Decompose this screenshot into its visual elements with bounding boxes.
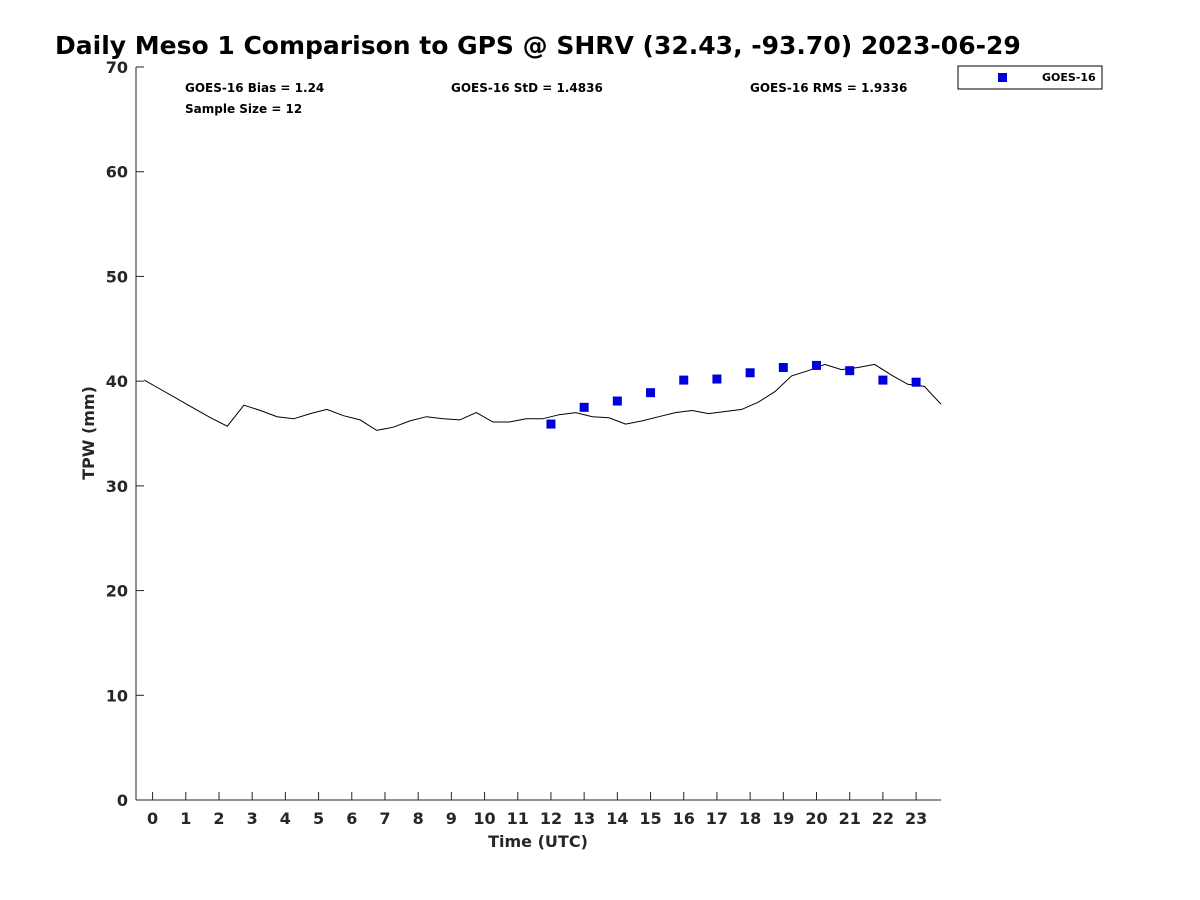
bias-annotation: GOES-16 Bias = 1.24 xyxy=(185,81,324,95)
x-tick-label: 18 xyxy=(739,809,761,828)
x-axis-ticks: 0 1 2 3 4 5 6 7 8 9 10 11 12 13 14 15 16 17 18 19 20 21 22 23 xyxy=(147,792,927,828)
x-tick-label: 13 xyxy=(573,809,595,828)
x-tick-label: 16 xyxy=(673,809,695,828)
y-axis-ticks: 0 10 20 30 40 50 60 70 xyxy=(106,58,144,810)
goes16-point xyxy=(745,368,755,378)
goes16-scatter-series xyxy=(546,360,921,429)
goes16-point xyxy=(579,402,589,412)
x-tick-label: 0 xyxy=(147,809,158,828)
y-tick-label: 20 xyxy=(106,582,128,601)
legend-label: GOES-16 xyxy=(1042,71,1096,84)
x-tick-label: 9 xyxy=(446,809,457,828)
x-tick-label: 7 xyxy=(379,809,390,828)
goes16-point xyxy=(845,366,855,376)
legend: GOES-16 xyxy=(957,65,1103,90)
chart-title: Daily Meso 1 Comparison to GPS @ SHRV (3… xyxy=(55,31,1021,60)
y-tick-label: 0 xyxy=(117,791,128,810)
goes16-point xyxy=(778,363,788,373)
x-tick-label: 20 xyxy=(805,809,827,828)
y-tick-label: 50 xyxy=(106,267,128,286)
y-tick-label: 10 xyxy=(106,686,128,705)
x-tick-label: 3 xyxy=(247,809,258,828)
goes16-point xyxy=(812,360,822,370)
x-tick-label: 4 xyxy=(280,809,291,828)
x-tick-label: 23 xyxy=(905,809,927,828)
x-tick-label: 6 xyxy=(346,809,357,828)
stats-annotations: GOES-16 Bias = 1.24 GOES-16 StD = 1.4836… xyxy=(185,81,907,116)
x-tick-label: 5 xyxy=(313,809,324,828)
goes16-point xyxy=(612,396,622,406)
x-tick-label: 19 xyxy=(772,809,794,828)
x-tick-label: 1 xyxy=(180,809,191,828)
y-tick-label: 70 xyxy=(106,58,128,77)
x-tick-label: 12 xyxy=(540,809,562,828)
y-tick-label: 60 xyxy=(106,163,128,182)
x-tick-label: 8 xyxy=(413,809,424,828)
goes16-point xyxy=(712,374,722,384)
x-axis-label: Time (UTC) xyxy=(488,832,588,851)
x-tick-label: 14 xyxy=(606,809,628,828)
x-tick-label: 10 xyxy=(473,809,495,828)
y-tick-label: 40 xyxy=(106,372,128,391)
goes16-point xyxy=(878,375,888,385)
std-annotation: GOES-16 StD = 1.4836 xyxy=(451,81,603,95)
goes16-point xyxy=(646,388,656,398)
y-axis-label: TPW (mm) xyxy=(79,386,98,480)
goes16-point xyxy=(679,375,689,385)
x-tick-label: 2 xyxy=(213,809,224,828)
goes16-point xyxy=(546,419,556,429)
rms-annotation: GOES-16 RMS = 1.9336 xyxy=(750,81,907,95)
legend-marker xyxy=(998,73,1007,82)
y-tick-label: 30 xyxy=(106,477,128,496)
gps-tpw-line xyxy=(144,363,942,431)
goes16-point xyxy=(911,377,921,387)
x-tick-label: 22 xyxy=(872,809,894,828)
x-tick-label: 17 xyxy=(706,809,728,828)
x-tick-label: 11 xyxy=(507,809,529,828)
legend-box xyxy=(957,65,1103,90)
sample-size-annotation: Sample Size = 12 xyxy=(185,102,302,116)
gps-line-series xyxy=(144,363,942,431)
x-tick-label: 15 xyxy=(639,809,661,828)
axes xyxy=(135,67,941,801)
x-tick-label: 21 xyxy=(839,809,861,828)
